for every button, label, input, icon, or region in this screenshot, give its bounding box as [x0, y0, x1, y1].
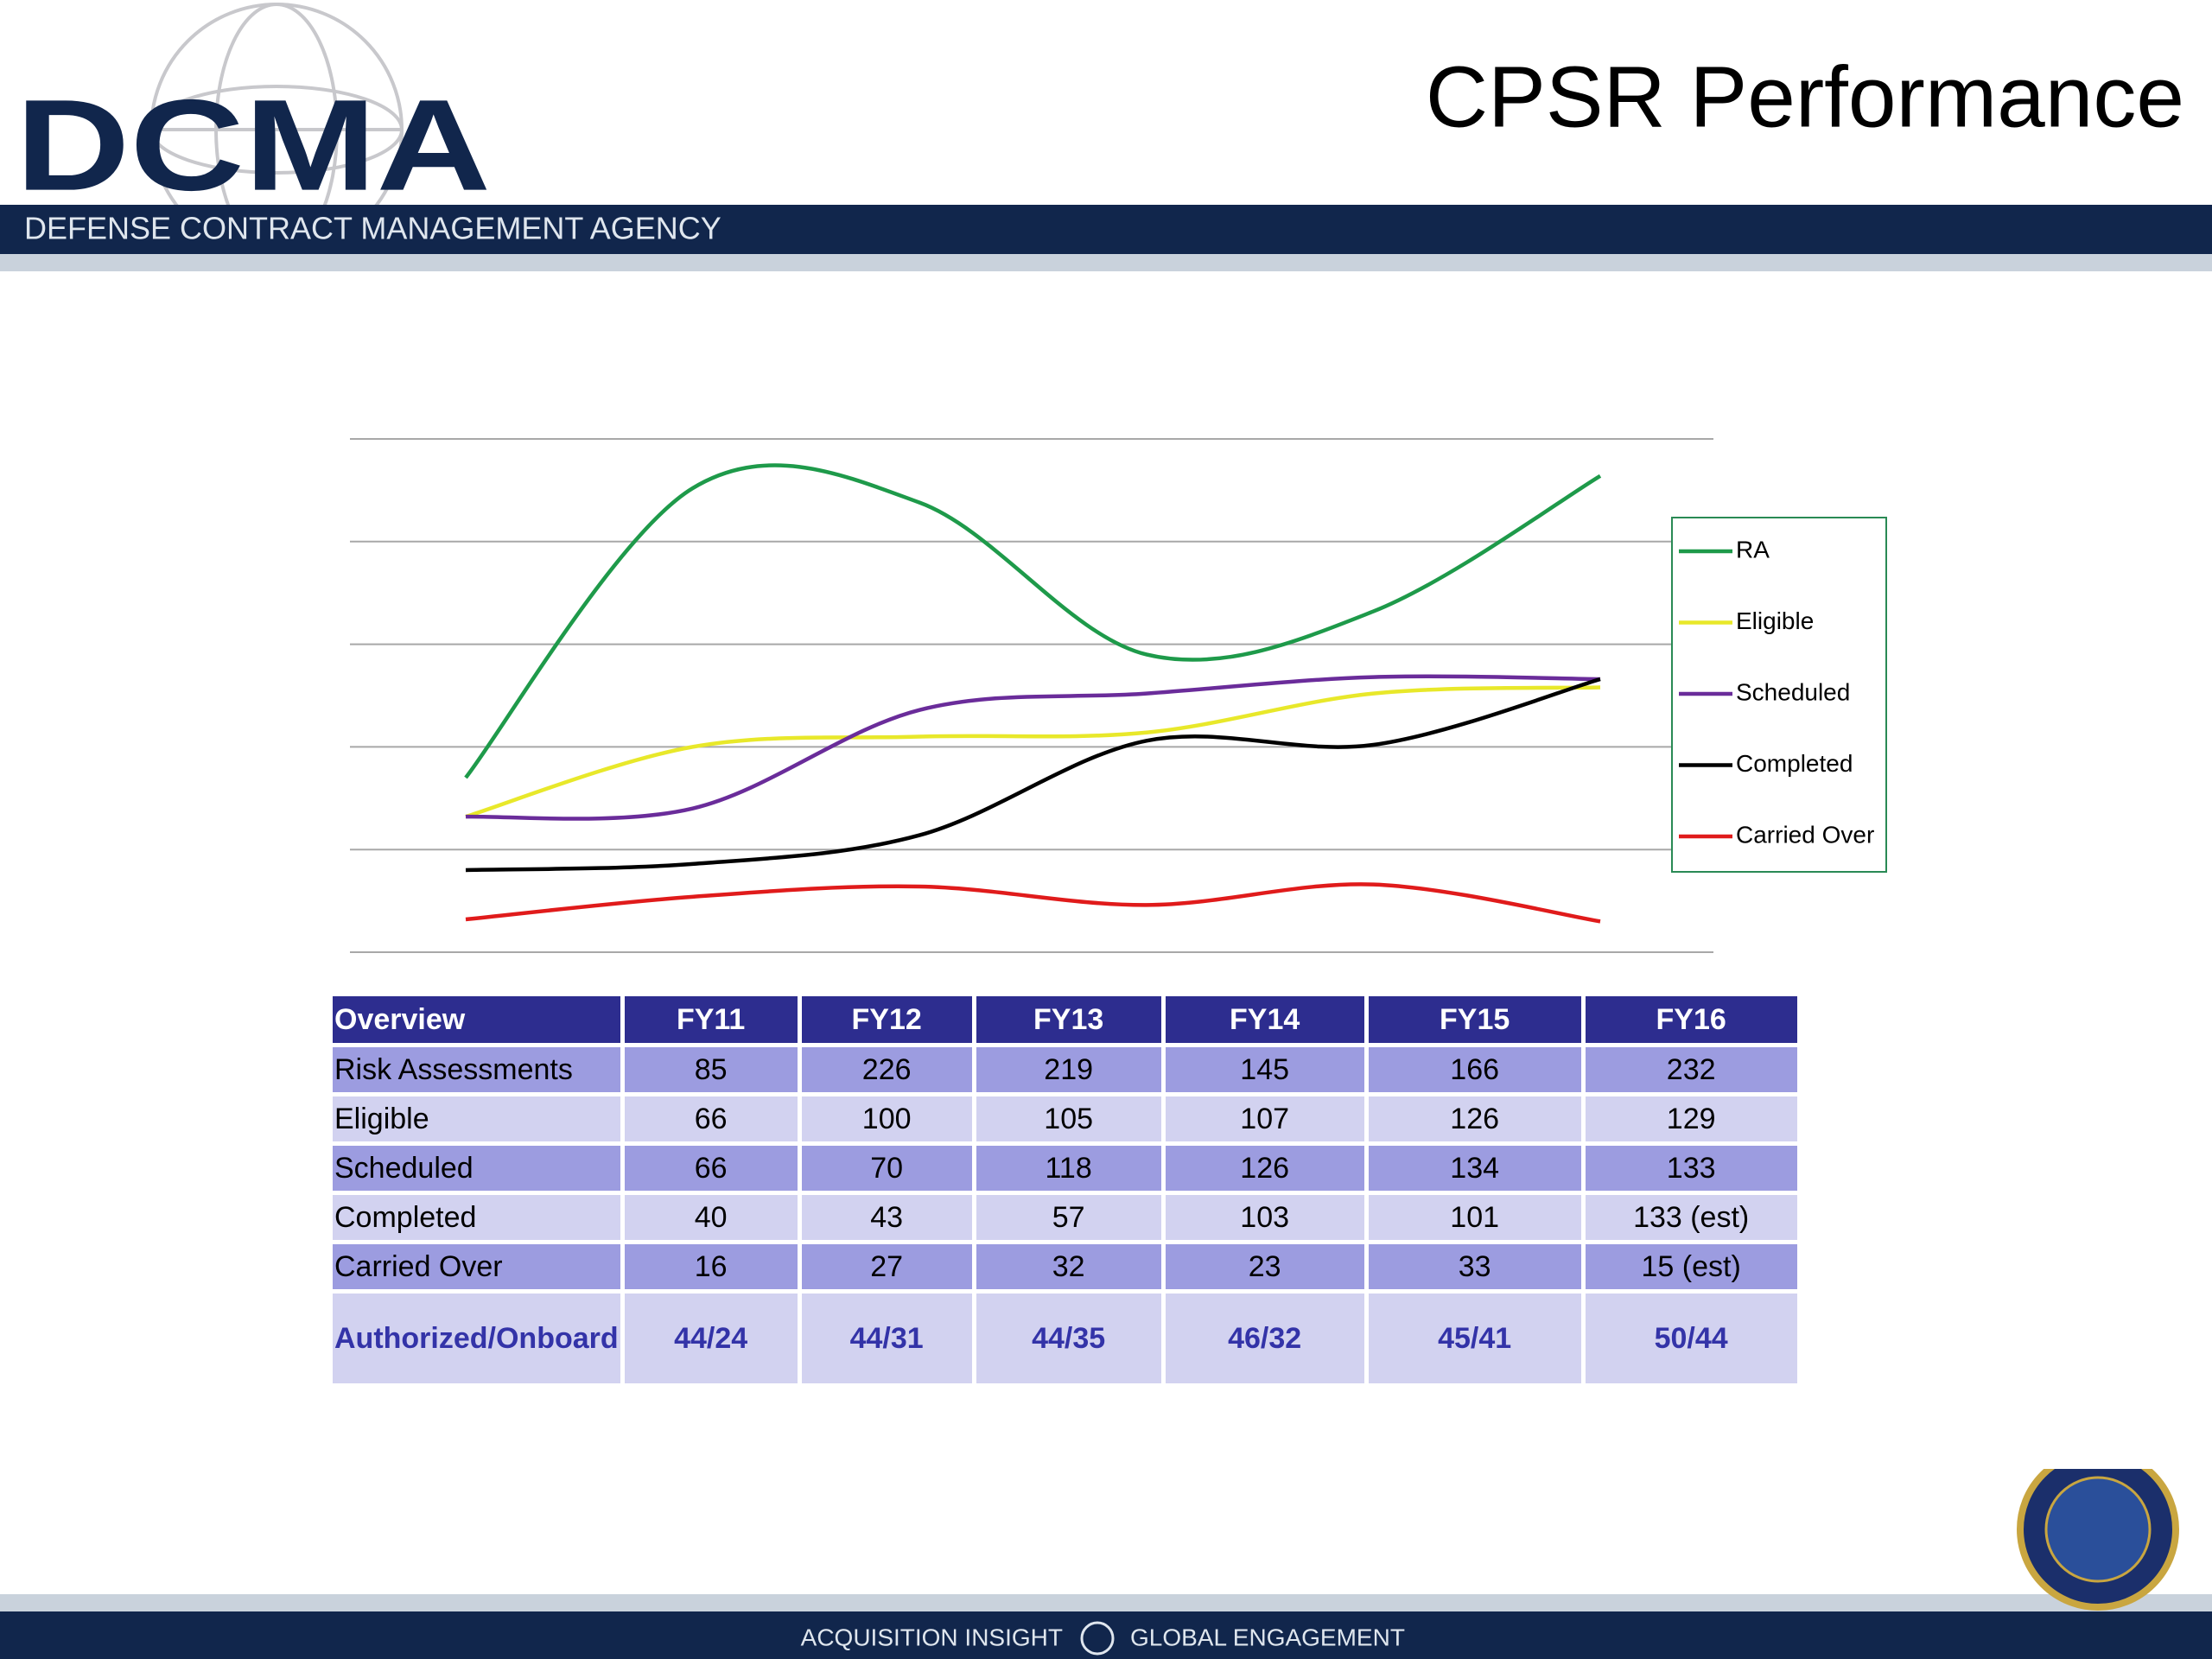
table-cell: 166 [1368, 1047, 1581, 1092]
table-cell: 50/44 [1585, 1294, 1797, 1383]
table-cell: 45/41 [1368, 1294, 1581, 1383]
table-cell: 118 [976, 1146, 1161, 1191]
table-cell: 133 (est) [1585, 1195, 1797, 1240]
table-cell: 103 [1165, 1195, 1364, 1240]
legend-label: RA [1736, 536, 1770, 563]
table-cell: 44/24 [624, 1294, 798, 1383]
table-cell: 43 [801, 1195, 972, 1240]
table-cell: 85 [624, 1047, 798, 1092]
table-cell: FY14 [1165, 996, 1364, 1043]
agency-name: DEFENSE CONTRACT MANAGEMENT AGENCY [24, 211, 721, 246]
table-cell: FY15 [1368, 996, 1581, 1043]
table-cell: 40 [624, 1195, 798, 1240]
table-cell: 66 [624, 1146, 798, 1191]
overview-table: Overview FY11 FY12 FY13 FY14 FY15 FY16 Risk Ass… [328, 992, 1802, 1388]
table-cell: 219 [976, 1047, 1161, 1092]
table-cell: 126 [1368, 1096, 1581, 1141]
table-cell: Carried Over [333, 1244, 620, 1289]
series-line [465, 674, 1601, 821]
table-cell: 105 [976, 1096, 1161, 1141]
table-cell: 107 [1165, 1096, 1364, 1141]
table-cell: 70 [801, 1146, 972, 1191]
table-cell: 129 [1585, 1096, 1797, 1141]
table-cell: 100 [801, 1096, 972, 1141]
table-cell: 44/35 [976, 1294, 1161, 1383]
table-cell: 232 [1585, 1047, 1797, 1092]
table-cell: Authorized/Onboard [333, 1294, 620, 1383]
legend-label: Eligible [1736, 607, 1814, 634]
table-cell: FY16 [1585, 996, 1797, 1043]
legend-label: Completed [1736, 750, 1853, 777]
table-row: Completed 40 43 57 103 101 133 (est) [333, 1195, 1797, 1240]
table-cell: 15 (est) [1585, 1244, 1797, 1289]
table-cell: 66 [624, 1096, 798, 1141]
line-chart: RA Eligible Scheduled Completed Carried Over [350, 438, 1887, 953]
footer-left: ACQUISITION INSIGHT [801, 1624, 1063, 1650]
series-line [465, 685, 1601, 819]
legend-label: Scheduled [1736, 678, 1850, 705]
seal-inner [2044, 1476, 2152, 1583]
table-cell: FY13 [976, 996, 1161, 1043]
table-row: Eligible 66 100 105 107 126 129 [333, 1096, 1797, 1141]
table-cell: 33 [1368, 1244, 1581, 1289]
table-row: Overview FY11 FY12 FY13 FY14 FY15 FY16 [333, 996, 1797, 1043]
logo: DCMA [16, 73, 491, 218]
table-cell: Risk Assessments [333, 1047, 620, 1092]
table-cell: FY11 [624, 996, 798, 1043]
header-stripe [0, 254, 2212, 271]
series-line [465, 882, 1601, 924]
table-row: Authorized/Onboard 44/24 44/31 44/35 46/32 45… [333, 1294, 1797, 1383]
footer-globe [1080, 1621, 1115, 1656]
footer: ACQUISITION INSIGHT GLOBAL ENGAGEMENT [0, 1469, 2212, 1659]
table-cell: 23 [1165, 1244, 1364, 1289]
table-cell: 145 [1165, 1047, 1364, 1092]
header-band [0, 205, 2212, 254]
table-row: Carried Over 16 27 32 23 33 15 (est) [333, 1244, 1797, 1289]
table-cell: 46/32 [1165, 1294, 1364, 1383]
legend-label: Carried Over [1736, 821, 1874, 848]
table-cell: FY12 [801, 996, 972, 1043]
table-cell: Overview [333, 996, 620, 1043]
table-cell: Completed [333, 1195, 620, 1240]
table-cell: 44/31 [801, 1294, 972, 1383]
table-cell: 126 [1165, 1146, 1364, 1191]
table-cell: 226 [801, 1047, 972, 1092]
table-row: Scheduled 66 70 118 126 134 133 [333, 1146, 1797, 1191]
footer-right: GLOBAL ENGAGEMENT [1130, 1624, 1405, 1650]
series-line [464, 463, 1602, 779]
series-line [465, 677, 1601, 873]
table-cell: 16 [624, 1244, 798, 1289]
table-cell: 133 [1585, 1146, 1797, 1191]
table-cell: Eligible [333, 1096, 620, 1141]
table-cell: 27 [801, 1244, 972, 1289]
table-row: Risk Assessments 85 226 219 145 166 232 [333, 1047, 1797, 1092]
table-cell: 32 [976, 1244, 1161, 1289]
table-cell: 101 [1368, 1195, 1581, 1240]
table-cell: 57 [976, 1195, 1161, 1240]
table-cell: Scheduled [333, 1146, 620, 1191]
slide-title: CPSR Performance [1426, 48, 2184, 145]
table-cell: 134 [1368, 1146, 1581, 1191]
header: DCMA DEFENSE CONTRACT MANAGEMENT AGENCY … [0, 3, 2212, 271]
footer-stripe [0, 1594, 2212, 1611]
